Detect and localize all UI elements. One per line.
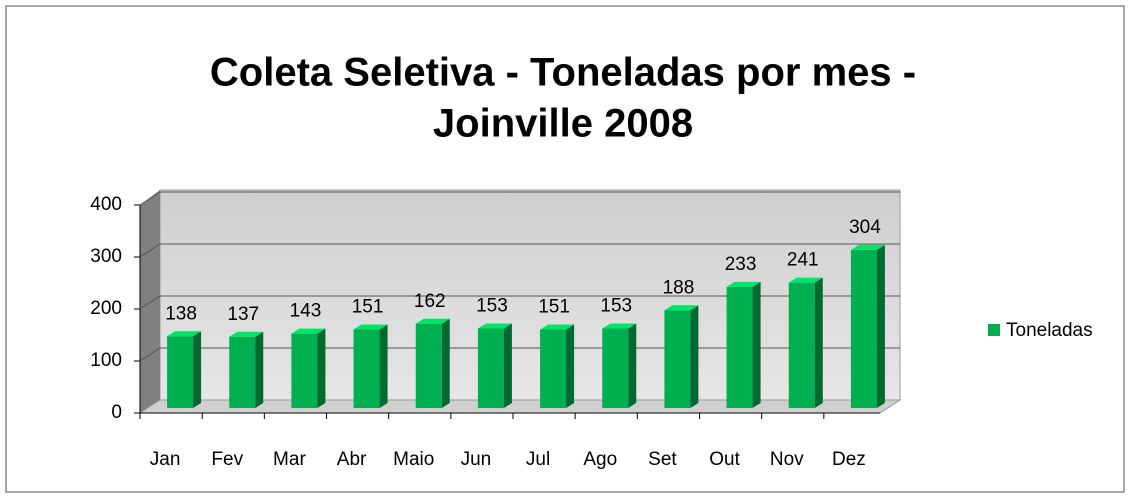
x-tick-label: Dez: [832, 449, 866, 470]
bar-side: [317, 328, 326, 408]
bar-top: [850, 244, 885, 250]
side-wall: [140, 190, 160, 413]
bar-top: [664, 305, 699, 311]
bar-top: [788, 277, 823, 283]
y-tick-label: 300: [90, 246, 122, 267]
bar: [540, 329, 567, 408]
grid-line: [139, 295, 900, 310]
data-label: 151: [352, 296, 384, 317]
x-tick-label: Mar: [273, 449, 306, 470]
data-label: 233: [725, 254, 757, 275]
bar-side: [566, 324, 575, 408]
y-tick-label: 100: [90, 350, 122, 371]
y-tick-label: 200: [90, 298, 122, 319]
legend-swatch: [988, 324, 1000, 336]
bar-side: [690, 305, 699, 408]
data-label: 137: [227, 304, 259, 325]
bar-top: [229, 331, 264, 337]
bar-side: [193, 331, 202, 408]
bar-side: [628, 323, 637, 408]
bar-top: [540, 324, 575, 330]
bar-side: [503, 323, 512, 408]
x-tick-label: Set: [648, 449, 677, 470]
bar-side: [752, 281, 761, 408]
bar-top: [477, 323, 512, 329]
bar-side: [876, 244, 885, 408]
data-label: 153: [600, 295, 632, 316]
bar-side: [814, 277, 823, 408]
data-label: 138: [165, 303, 197, 324]
x-tick-label: Jun: [461, 449, 492, 470]
bar: [602, 328, 629, 408]
data-label: 143: [290, 301, 322, 322]
bar-side: [441, 318, 450, 408]
chart-title: Coleta Seletiva - Toneladas por mes -: [210, 51, 916, 95]
x-tick-label: Maio: [393, 449, 434, 470]
bar-top: [415, 318, 450, 324]
grid-line: [139, 243, 900, 258]
x-tick-label: Jul: [526, 449, 550, 470]
bar: [415, 323, 442, 408]
x-tick-label: Nov: [770, 449, 804, 470]
bar-top: [167, 331, 202, 337]
bar: [477, 328, 504, 408]
x-tick-label: Abr: [337, 449, 367, 470]
bar: [353, 329, 380, 408]
grid-line: [139, 191, 900, 206]
chart-title: Joinville 2008: [433, 102, 693, 146]
data-label: 304: [849, 217, 881, 238]
bar-side: [255, 331, 264, 408]
bar: [850, 249, 877, 408]
legend-label: Toneladas: [1006, 320, 1093, 341]
bar-side: [379, 324, 388, 408]
x-tick-label: Fev: [211, 449, 243, 470]
bar-top: [602, 323, 637, 329]
bar-top: [726, 281, 761, 287]
y-tick-label: 0: [111, 402, 122, 423]
bar: [229, 336, 256, 408]
bar: [167, 336, 194, 408]
data-label: 241: [787, 250, 819, 271]
data-label: 151: [538, 296, 570, 317]
x-tick-label: Ago: [583, 449, 617, 470]
bar: [664, 310, 691, 408]
grid-line: [139, 347, 900, 362]
bar: [291, 333, 318, 408]
bar: [788, 282, 815, 408]
data-label: 188: [663, 277, 695, 298]
bar: [726, 286, 753, 408]
bar-top: [353, 324, 388, 330]
x-tick-label: Out: [709, 449, 740, 470]
bar-top: [291, 328, 326, 334]
y-tick-label: 400: [90, 194, 122, 215]
data-label: 153: [476, 295, 508, 316]
data-label: 162: [414, 291, 446, 312]
x-tick-label: Jan: [150, 449, 181, 470]
